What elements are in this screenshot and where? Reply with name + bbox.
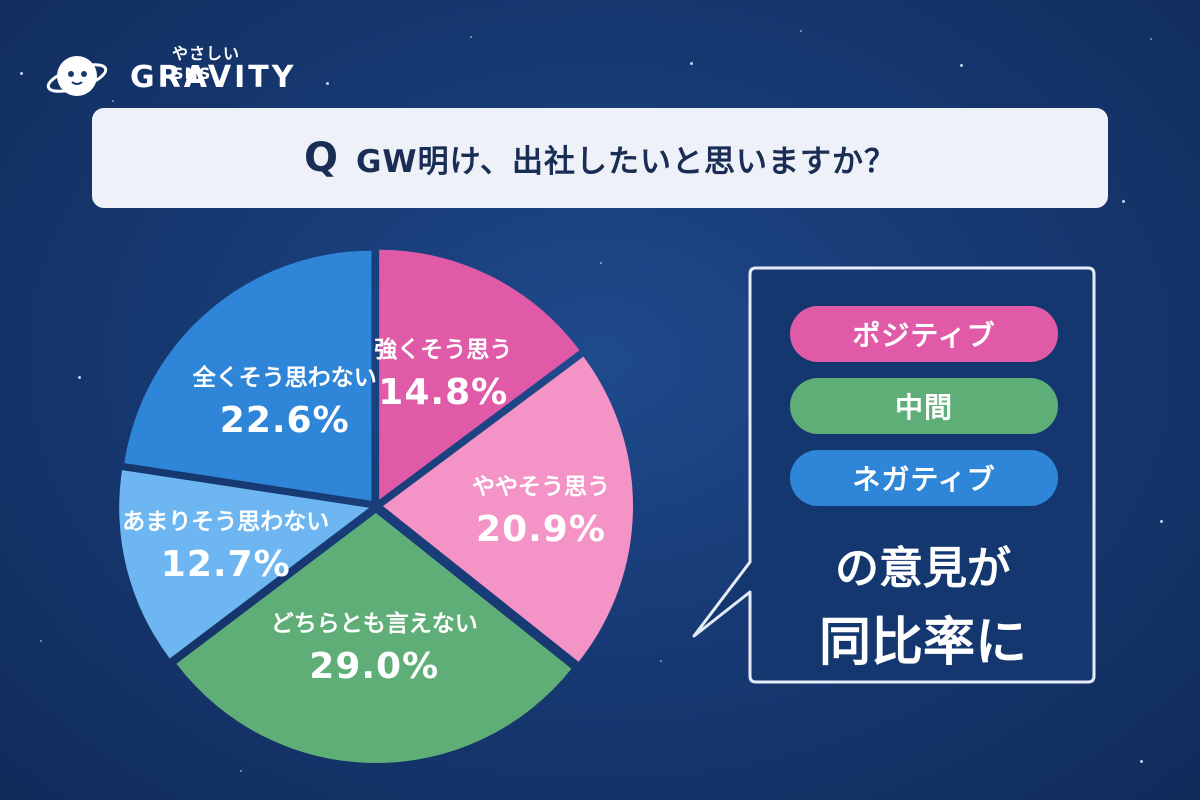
category-neutral: 中間 [790,378,1058,434]
category-negative: ネガティブ [790,450,1058,506]
planet-icon [46,56,108,96]
pie-slice [176,512,572,763]
slice-percent: 22.6% [219,399,350,441]
question-mark: Q [303,135,338,181]
slice-label: 強くそう思う 14.8% [374,330,512,413]
slice-percent: 14.8% [378,371,509,413]
pie-slice [119,470,370,659]
slice-name: どちらとも言えない [270,610,478,637]
slice-label: ややそう思う 20.9% [472,467,610,550]
slice-percent: 29.0% [309,645,440,687]
pie-slice [124,250,372,501]
gravity-logo: やさしいSNS GRAVITY [44,36,293,106]
slice-name: 強くそう思う [374,336,513,363]
slice-name: あまりそう思わない [122,509,330,536]
slice-label: どちらとも言えない 29.0% [271,604,478,687]
category-positive: ポジティブ [790,306,1058,362]
pie-slice [382,356,633,662]
slice-label: あまりそう思わない 12.7% [122,502,329,585]
question-banner: Q GW明け、出社したいと思いますか？ [92,108,1108,208]
callout-line1: の意見が [835,543,1011,594]
slice-percent: 12.7% [160,544,291,586]
pie-slice [379,249,580,500]
slice-label: 全くそう思わない 22.6% [193,358,377,441]
brand-name: GRAVITY [130,60,297,95]
slice-percent: 20.9% [476,508,606,550]
brand-tagline: やさしいSNS [172,44,241,83]
callout-line2: 同比率に [818,613,1027,673]
question-text: GW明け、出社したいと思いますか？ [355,143,897,180]
slice-name: 全くそう思わない [192,364,377,391]
slice-name: ややそう思う [471,473,610,500]
